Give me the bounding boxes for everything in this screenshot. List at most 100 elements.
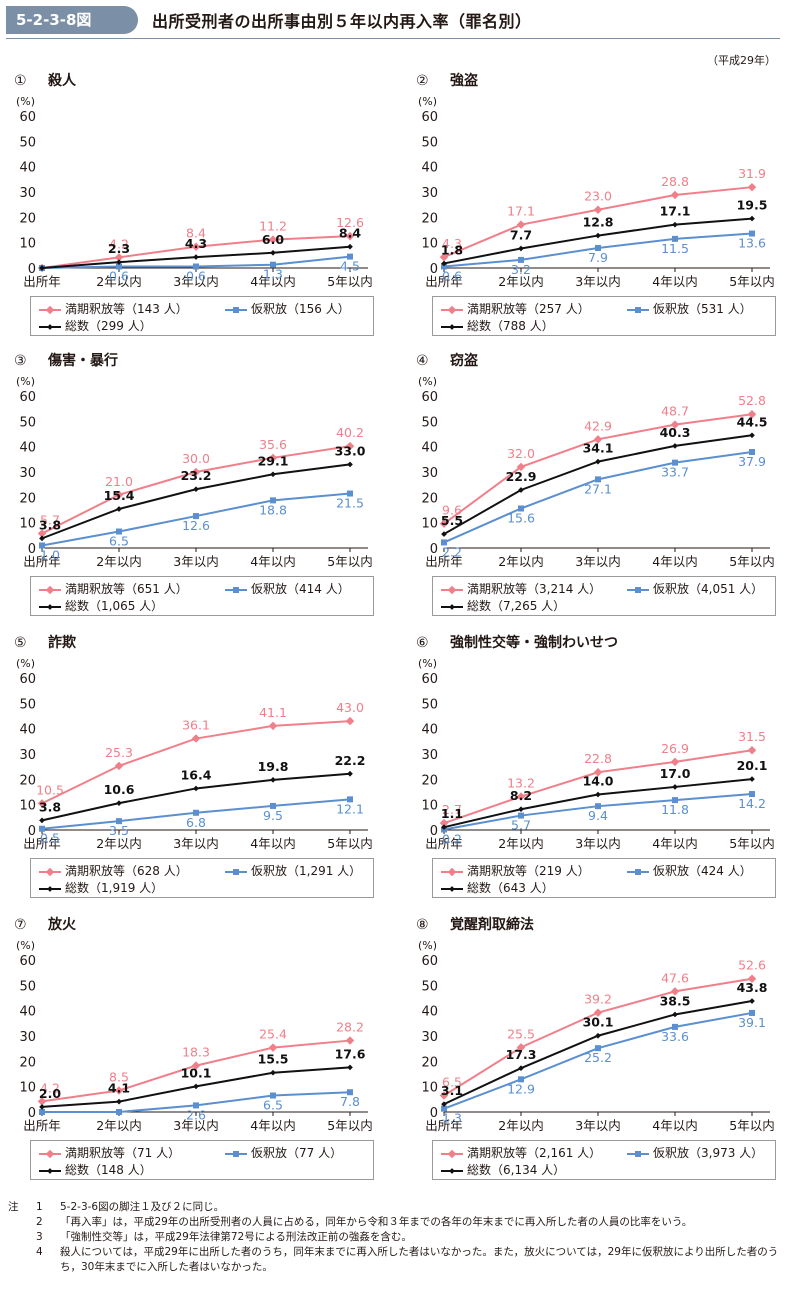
line-chart: (%) 0 10 20 30 40 50 60 出所年 2年以内 3年以内 4年以内 5年以内 4.2 8.… bbox=[16, 95, 373, 289]
legend-label: 総数（299 人） bbox=[65, 319, 152, 333]
data-point bbox=[116, 528, 122, 535]
x-tick-label: 2年以内 bbox=[96, 274, 141, 289]
data-label: 23.2 bbox=[181, 468, 212, 483]
data-label: 21.5 bbox=[336, 496, 364, 511]
chart-panel-8: ⑧ 覚醒剤取締法 (%) 0 10 20 30 40 50 60 出所年 2年以内 3年以内 4年以内 5年… bbox=[408, 904, 780, 1186]
y-tick-label: 30 bbox=[421, 186, 438, 201]
x-tick-label: 出所年 bbox=[425, 836, 463, 851]
data-point bbox=[749, 230, 755, 237]
legend-label: 満期釈放等（2,161 人） bbox=[467, 1146, 602, 1160]
x-tick-label: 3年以内 bbox=[575, 554, 620, 569]
legend-item: 仮釈放（156 人） bbox=[225, 300, 350, 317]
data-label: 9.4 bbox=[588, 808, 608, 823]
chart-number: ② bbox=[416, 73, 429, 89]
data-label: 48.7 bbox=[661, 404, 689, 419]
legend-label: 仮釈放（414 人） bbox=[251, 582, 350, 596]
data-point bbox=[595, 232, 601, 239]
data-point bbox=[672, 459, 678, 466]
data-point bbox=[749, 1009, 755, 1016]
y-tick-label: 30 bbox=[421, 1030, 438, 1045]
data-point bbox=[39, 825, 45, 832]
data-point bbox=[270, 1069, 276, 1076]
y-tick-label: 60 bbox=[19, 110, 36, 125]
data-point bbox=[749, 432, 755, 439]
x-tick-label: 出所年 bbox=[425, 274, 463, 289]
y-tick-label: 40 bbox=[421, 161, 438, 176]
chart-title-text: 強制性交等・強制わいせつ bbox=[450, 635, 618, 651]
legend-label: 仮釈放（531 人） bbox=[653, 302, 752, 316]
legend-label: 総数（643 人） bbox=[467, 881, 554, 895]
data-label: 6.5 bbox=[109, 534, 129, 549]
data-point bbox=[347, 490, 353, 497]
data-label: 9.6 bbox=[442, 503, 462, 518]
data-point bbox=[749, 776, 755, 782]
line-chart: (%) 0 10 20 30 40 50 60 出所年 2年以内 3年以内 4年以内 5年以内 2.7 13… bbox=[418, 657, 775, 851]
x-tick-label: 4年以内 bbox=[652, 836, 697, 851]
data-point bbox=[345, 441, 355, 451]
data-point bbox=[347, 243, 353, 250]
data-label: 27.1 bbox=[584, 481, 612, 496]
x-tick-label: 5年以内 bbox=[327, 554, 372, 569]
legend-swatch bbox=[225, 868, 247, 875]
data-label: 17.1 bbox=[660, 204, 691, 219]
data-label: 7.8 bbox=[340, 1094, 360, 1109]
legend-label: 満期釈放等（651 人） bbox=[65, 582, 188, 596]
data-label: 25.2 bbox=[584, 1050, 612, 1065]
data-label: 41.1 bbox=[259, 705, 287, 720]
data-point bbox=[193, 785, 199, 792]
data-point bbox=[518, 1065, 524, 1072]
data-point bbox=[670, 190, 680, 200]
y-tick-label: 30 bbox=[19, 186, 36, 201]
legend-swatch bbox=[39, 867, 61, 876]
data-label: 16.4 bbox=[181, 767, 212, 782]
y-tick-label: 0 bbox=[28, 1106, 36, 1121]
chart-number: ① bbox=[14, 73, 27, 89]
chart-panel-7: ⑦ 放火 (%) 0 10 20 30 40 50 60 出所年 2年以内 3年以内 4年以内 5年以内 4.… bbox=[6, 904, 378, 1186]
data-point bbox=[595, 791, 601, 798]
x-tick-label: 出所年 bbox=[23, 1118, 61, 1133]
data-label: 6.5 bbox=[442, 1075, 462, 1090]
y-tick-label: 40 bbox=[19, 161, 36, 176]
chart-legend: 満期釈放等（219 人） 仮釈放（424 人） 総数（643 人） bbox=[432, 858, 776, 898]
data-label: 5.5 bbox=[441, 513, 463, 528]
data-point bbox=[270, 777, 276, 783]
legend-label: 満期釈放等（143 人） bbox=[65, 302, 188, 316]
x-tick-label: 2年以内 bbox=[498, 836, 543, 851]
y-tick-label: 60 bbox=[421, 390, 438, 405]
data-label: 20.1 bbox=[737, 758, 768, 773]
data-label: 12.1 bbox=[336, 801, 364, 816]
data-point bbox=[347, 1089, 353, 1096]
x-tick-label: 4年以内 bbox=[652, 1118, 697, 1133]
footnote-1: 注 1 5-2-3-6図の脚注１及び２に同じ。 bbox=[8, 1201, 225, 1213]
legend-item: 総数（788 人） bbox=[441, 317, 554, 334]
data-point bbox=[518, 806, 524, 813]
legend-label: 総数（6,134 人） bbox=[467, 1163, 566, 1177]
x-tick-label: 2年以内 bbox=[96, 1118, 141, 1133]
data-point bbox=[193, 809, 199, 816]
data-label: 17.6 bbox=[335, 1046, 366, 1061]
legend-label: 仮釈放（156 人） bbox=[251, 302, 350, 316]
legend-item: 満期釈放等（71 人） bbox=[39, 1144, 180, 1161]
y-tick-label: 40 bbox=[421, 723, 438, 738]
data-label: 1.3 bbox=[263, 267, 283, 282]
y-tick-label: 50 bbox=[19, 697, 36, 712]
data-point bbox=[672, 1023, 678, 1030]
chart-legend: 満期釈放等（628 人） 仮釈放（1,291 人） 総数（1,919 人） bbox=[30, 858, 374, 898]
y-tick-label: 30 bbox=[19, 1030, 36, 1045]
x-tick-label: 2年以内 bbox=[96, 554, 141, 569]
legend-label: 満期釈放等（3,214 人） bbox=[467, 582, 602, 596]
y-tick-label: 50 bbox=[421, 135, 438, 150]
legend-label: 満期釈放等（71 人） bbox=[65, 1146, 181, 1160]
legend-label: 仮釈放（424 人） bbox=[653, 864, 752, 878]
y-tick-label: 10 bbox=[19, 517, 36, 532]
legend-item: 総数（7,265 人） bbox=[441, 597, 565, 614]
legend-item: 総数（148 人） bbox=[39, 1161, 152, 1178]
chart-legend: 満期釈放等（3,214 人） 仮釈放（4,051 人） 総数（7,265 人） bbox=[432, 576, 776, 616]
data-label: 0.2 bbox=[442, 831, 462, 846]
y-axis-label: (%) bbox=[418, 657, 437, 670]
y-tick-label: 10 bbox=[421, 1081, 438, 1096]
data-point bbox=[749, 215, 755, 222]
data-label: 29.1 bbox=[258, 453, 289, 468]
data-point bbox=[347, 770, 353, 777]
data-point bbox=[670, 757, 680, 767]
